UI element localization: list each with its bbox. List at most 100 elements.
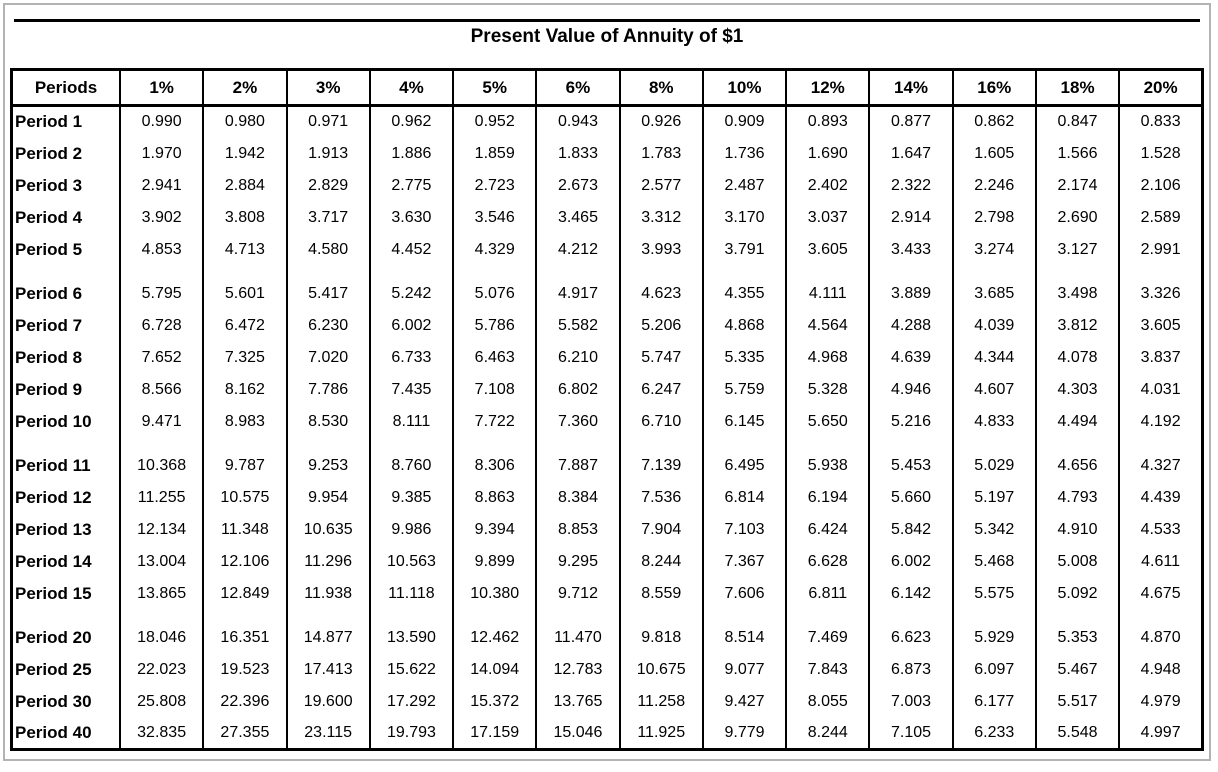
table-cell: 2.106 (1118, 169, 1204, 202)
table-cell: 8.983 (202, 405, 288, 438)
table-row: Period 5 4.853 4.713 4.580 4.452 4.329 4.212 3.… (10, 233, 1204, 266)
table-cell: 3.605 (1118, 309, 1204, 342)
table-cell: 1.647 (868, 137, 954, 170)
table-cell: 5.929 (951, 621, 1037, 654)
table-cell: 4.288 (868, 309, 954, 342)
table-cell: 5.548 (1034, 717, 1121, 750)
table-cell: 1.783 (618, 137, 704, 170)
rate-column-header: 6% (535, 69, 621, 107)
table-cell: 11.296 (285, 545, 371, 578)
table-cell: 11.255 (118, 481, 205, 514)
group-spacer-cell (452, 265, 538, 278)
table-cell: 4.533 (1118, 513, 1204, 546)
table-cell: 5.759 (701, 373, 788, 406)
table-cell: 9.427 (701, 685, 788, 718)
table-cell: 8.162 (202, 373, 288, 406)
table-cell: 6.814 (701, 481, 788, 514)
table-cell: 13.765 (535, 685, 621, 718)
table-cell: 7.887 (535, 449, 621, 482)
group-spacer-cell (868, 437, 954, 450)
table-cell: 4.329 (452, 233, 538, 266)
table-cell: 6.728 (118, 309, 205, 342)
table-cell: 3.685 (951, 277, 1037, 310)
table-cell: 7.108 (452, 373, 538, 406)
table-cell: 9.077 (701, 653, 788, 686)
table-cell: 8.055 (785, 685, 871, 718)
table-cell: 7.606 (701, 577, 788, 610)
table-cell: 5.335 (701, 341, 788, 374)
group-spacer-cell (701, 265, 788, 278)
table-cell: 5.216 (868, 405, 954, 438)
table-cell: 3.465 (535, 201, 621, 234)
table-cell: 8.111 (368, 405, 455, 438)
group-spacer-cell (10, 437, 121, 450)
row-label: Period 30 (10, 685, 121, 718)
table-cell: 8.244 (618, 545, 704, 578)
table-cell: 3.433 (868, 233, 954, 266)
table-cell: 12.106 (202, 545, 288, 578)
table-cell: 0.990 (118, 105, 205, 138)
table-cell: 9.899 (452, 545, 538, 578)
row-label: Period 1 (10, 105, 121, 138)
table-cell: 8.760 (368, 449, 455, 482)
table-cell: 14.877 (285, 621, 371, 654)
table-cell: 11.938 (285, 577, 371, 610)
table-cell: 8.384 (535, 481, 621, 514)
group-spacer-cell (10, 609, 121, 622)
table-cell: 7.139 (618, 449, 704, 482)
row-label: Period 15 (10, 577, 121, 610)
table-cell: 7.435 (368, 373, 455, 406)
table-cell: 0.893 (785, 105, 871, 138)
table-row: Period 12 11.255 10.575 9.954 9.385 8.863 8.38… (10, 481, 1204, 514)
table-cell: 9.253 (285, 449, 371, 482)
table-cell: 22.396 (202, 685, 288, 718)
table-row: Period 13 12.134 11.348 10.635 9.986 9.394 8.8… (10, 513, 1204, 546)
table-cell: 4.675 (1118, 577, 1204, 610)
table-cell: 5.417 (285, 277, 371, 310)
table-cell: 9.779 (701, 717, 788, 750)
table-cell: 5.467 (1034, 653, 1121, 686)
row-label: Period 5 (10, 233, 121, 266)
table-cell: 4.452 (368, 233, 455, 266)
table-cell: 3.312 (618, 201, 704, 234)
table-cell: 5.575 (951, 577, 1037, 610)
table-cell: 3.993 (618, 233, 704, 266)
table-cell: 9.787 (202, 449, 288, 482)
table-cell: 4.656 (1034, 449, 1121, 482)
table-cell: 5.650 (785, 405, 871, 438)
page-frame: Present Value of Annuity of $1 Periods 1%… (3, 3, 1211, 761)
table-cell: 0.971 (285, 105, 371, 138)
table-row: Period 7 6.728 6.472 6.230 6.002 5.786 5.582 5.… (10, 309, 1204, 342)
table-cell: 11.118 (368, 577, 455, 610)
group-spacer-cell (10, 265, 121, 278)
table-cell: 7.367 (701, 545, 788, 578)
table-cell: 1.566 (1034, 137, 1121, 170)
table-cell: 9.818 (618, 621, 704, 654)
group-spacer-cell (701, 609, 788, 622)
row-label: Period 8 (10, 341, 121, 374)
table-cell: 5.242 (368, 277, 455, 310)
table-cell: 6.873 (868, 653, 954, 686)
table-cell: 5.842 (868, 513, 954, 546)
group-spacer-cell (452, 437, 538, 450)
table-cell: 7.325 (202, 341, 288, 374)
table-cell: 23.115 (285, 717, 371, 750)
table-cell: 6.733 (368, 341, 455, 374)
table-cell: 9.394 (452, 513, 538, 546)
table-cell: 1.913 (285, 137, 371, 170)
group-spacer-cell (785, 265, 871, 278)
table-cell: 11.470 (535, 621, 621, 654)
table-row: Period 4 3.902 3.808 3.717 3.630 3.546 3.465 3.… (10, 201, 1204, 234)
table-cell: 5.468 (951, 545, 1037, 578)
table-cell: 6.495 (701, 449, 788, 482)
table-cell: 5.353 (1034, 621, 1121, 654)
table-cell: 3.630 (368, 201, 455, 234)
table-cell: 5.938 (785, 449, 871, 482)
table-cell: 1.690 (785, 137, 871, 170)
table-cell: 15.372 (452, 685, 538, 718)
table-cell: 12.134 (118, 513, 205, 546)
table-cell: 9.295 (535, 545, 621, 578)
table-cell: 8.306 (452, 449, 538, 482)
table-cell: 7.003 (868, 685, 954, 718)
table-cell: 3.837 (1118, 341, 1204, 374)
